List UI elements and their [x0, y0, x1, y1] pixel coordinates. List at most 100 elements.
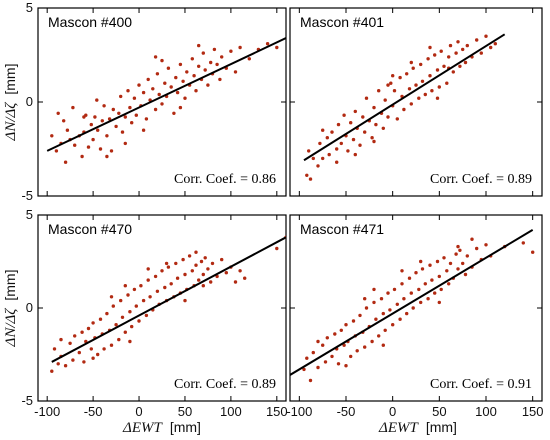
scatter-point: [398, 317, 402, 321]
scatter-point: [178, 62, 183, 67]
scatter-point: [183, 298, 187, 303]
scatter-point: [358, 313, 362, 318]
scatter-point: [447, 282, 451, 286]
regression-line: [46, 37, 286, 152]
scatter-point: [229, 49, 233, 53]
scatter-point: [451, 70, 455, 74]
ylabel-bottom: ΔN/Δζ [mm]: [2, 270, 19, 348]
scatter-point: [192, 74, 196, 78]
scatter-point: [134, 113, 138, 117]
scatter-point: [325, 136, 329, 140]
scatter-point: [423, 92, 427, 97]
scatter-point: [336, 122, 341, 127]
scatter-point: [166, 265, 171, 269]
scatter-point: [169, 85, 173, 89]
scatter-point: [353, 109, 357, 114]
scatter-point: [174, 75, 178, 80]
scatter-point: [463, 60, 468, 65]
scatter-point: [372, 139, 376, 144]
scatter-point: [109, 149, 114, 153]
x-tick-label: 100: [220, 404, 242, 419]
scatter-point: [215, 62, 219, 67]
scatter-point: [363, 345, 367, 349]
scatter-point: [420, 267, 425, 271]
scatter-point: [398, 75, 402, 80]
scatter-point: [426, 57, 430, 61]
correlation-annotation: Corr. Coef. = 0.86: [174, 172, 276, 187]
scatter-point: [311, 350, 315, 355]
scatter-point: [80, 154, 84, 159]
scatter-point: [423, 282, 427, 286]
scatter-point: [531, 250, 535, 254]
scatter-point: [139, 284, 143, 288]
scatter-point: [458, 64, 462, 69]
scatter-point: [435, 96, 440, 100]
scatter-point: [374, 317, 378, 321]
scatter-point: [389, 81, 393, 85]
x-tick-label: 0: [389, 404, 396, 419]
scatter-point: [111, 304, 116, 308]
scatter-point: [126, 293, 130, 297]
scatter-point: [388, 308, 392, 312]
scatter-point: [220, 257, 224, 262]
panel-1: -5 0 5 Mascon #400 Corr. Coef. = 0.86: [21, 0, 287, 203]
scatter-point: [166, 66, 171, 70]
scatter-point: [336, 362, 341, 366]
scatter-point: [349, 354, 353, 359]
scatter-point: [447, 55, 451, 59]
scatter-point: [521, 241, 525, 245]
scatter-point: [372, 105, 376, 110]
scatter-point: [96, 128, 100, 132]
scatter-point: [419, 300, 423, 305]
scatter-point: [458, 248, 462, 252]
ylabel-top-var: ΔN/Δζ: [3, 102, 19, 142]
scatter-point: [344, 323, 348, 327]
scatter-point: [144, 313, 149, 318]
scatter-point: [405, 311, 409, 316]
y-tick-label: 0: [26, 300, 33, 315]
scatter-point: [372, 300, 376, 305]
scatter-point: [330, 130, 334, 134]
scatter-point: [123, 141, 128, 146]
scatter-point: [442, 64, 446, 69]
scatter-point: [128, 310, 132, 314]
scatter-point: [333, 332, 337, 336]
scatter-point: [484, 34, 488, 38]
scatter-point: [316, 164, 320, 168]
scatter-point: [323, 360, 328, 364]
scatter-point: [395, 302, 399, 306]
scatter-point: [407, 87, 412, 91]
scatter-point: [114, 124, 118, 129]
scatter-point: [342, 343, 346, 347]
scatter-point: [414, 271, 418, 275]
scatter-point: [321, 156, 325, 161]
scatter-point: [470, 237, 474, 241]
scatter-point: [111, 107, 116, 112]
scatter-point: [160, 102, 164, 106]
scatter-point: [209, 60, 213, 65]
y-tick-label: 5: [26, 207, 33, 222]
scatter-point: [117, 337, 121, 342]
scatter-point: [119, 298, 123, 303]
scatter-point: [100, 119, 105, 123]
xlabel-left-unit: [mm]: [170, 419, 201, 435]
panel-title: Mascon #401: [300, 14, 384, 30]
scatter-point: [493, 42, 497, 46]
y-tick-label: 0: [26, 94, 33, 109]
scatter-point: [426, 297, 430, 301]
scatter-point: [442, 256, 446, 260]
scatter-point: [461, 47, 465, 52]
scatter-point: [353, 152, 357, 157]
scatter-point: [224, 271, 228, 275]
scatter-point: [439, 49, 443, 53]
scatter-point: [456, 40, 460, 44]
correlation-annotation: Corr. Coef. = 0.89: [174, 377, 276, 392]
scatter-point: [325, 336, 329, 340]
scatter-point: [109, 295, 114, 299]
scatter-point: [105, 134, 109, 138]
scatter-point: [392, 89, 397, 93]
scatter-point: [128, 339, 132, 344]
ylabel-bottom-var: ΔN/Δζ: [3, 308, 19, 348]
scatter-point: [175, 276, 180, 280]
